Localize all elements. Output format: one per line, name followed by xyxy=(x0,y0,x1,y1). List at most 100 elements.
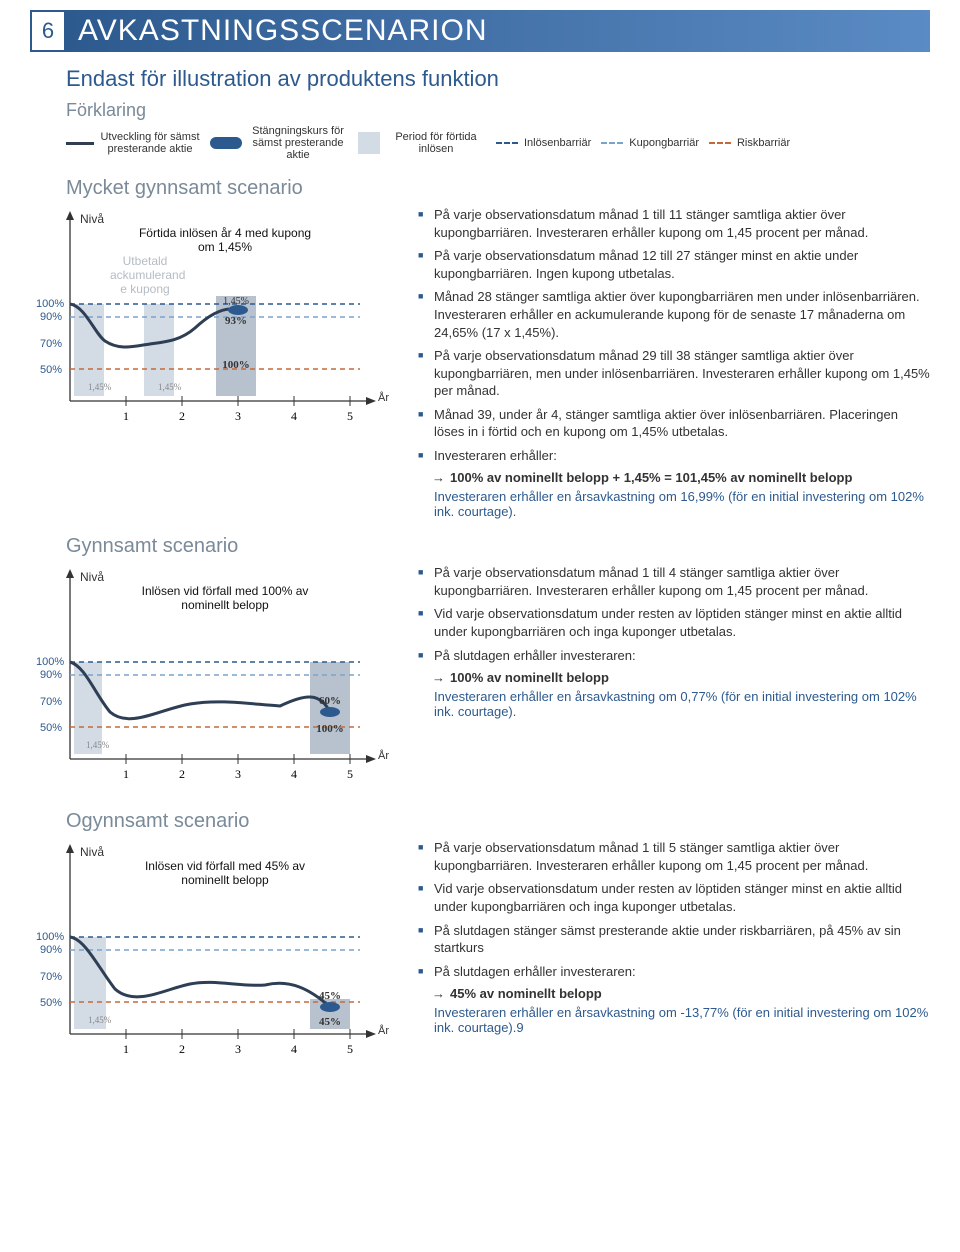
svg-text:1: 1 xyxy=(123,1042,129,1056)
legend-inlosen-text: Inlösenbarriär xyxy=(524,137,591,149)
svg-text:1,45%: 1,45% xyxy=(88,382,112,392)
scenario1-note: Förtida inlösen år 4 med kupong om 1,45% xyxy=(130,226,320,254)
bullet: På varje observationsdatum månad 1 till … xyxy=(418,564,930,599)
legend-inlosen-icon xyxy=(496,142,518,144)
axis-ar: År xyxy=(378,1025,389,1037)
bullet: Investeraren erhåller: xyxy=(418,447,930,465)
legend-box-item: Period för förtida inlösen xyxy=(358,131,486,155)
scenario2-return: Investeraren erhåller en årsavkastning o… xyxy=(418,689,930,719)
legend-block: Förklaring Utveckling för sämst prestera… xyxy=(66,100,930,161)
bullet: På varje observationsdatum månad 12 till… xyxy=(418,247,930,282)
axis-y90: 90% xyxy=(40,311,62,323)
svg-text:60%: 60% xyxy=(319,695,341,707)
scenario2-note: Inlösen vid förfall med 100% av nominell… xyxy=(130,584,320,612)
svg-text:3: 3 xyxy=(235,767,241,781)
bullet: På varje observationsdatum månad 1 till … xyxy=(418,206,930,241)
svg-text:100%: 100% xyxy=(222,359,250,371)
scenario1-label: Mycket gynnsamt scenario xyxy=(66,177,930,200)
scenario3-note: Inlösen vid förfall med 45% av nominellt… xyxy=(130,859,320,887)
svg-text:4: 4 xyxy=(291,1042,297,1056)
svg-text:1,45%: 1,45% xyxy=(223,296,249,307)
axis-y100: 100% xyxy=(36,931,64,943)
axis-niva: Nivå xyxy=(80,570,104,584)
svg-text:2: 2 xyxy=(179,767,185,781)
bullet: Vid varje observationsdatum under resten… xyxy=(418,605,930,640)
svg-text:3: 3 xyxy=(235,409,241,423)
bullet: På varje observationsdatum månad 29 till… xyxy=(418,347,930,400)
axis-y90: 90% xyxy=(40,669,62,681)
svg-text:2: 2 xyxy=(179,409,185,423)
subtitle: Endast för illustration av produktens fu… xyxy=(66,66,930,92)
svg-text:3: 3 xyxy=(235,1042,241,1056)
axis-y70: 70% xyxy=(40,696,62,708)
legend-inlosen-item: Inlösenbarriär xyxy=(496,137,591,149)
svg-text:93%: 93% xyxy=(225,315,247,327)
legend-line-icon xyxy=(66,142,94,145)
legend-risk-text: Riskbarriär xyxy=(737,137,790,149)
legend-box-icon xyxy=(358,132,380,154)
svg-text:45%: 45% xyxy=(319,1016,341,1028)
scenario2-chart: 1 2 3 4 5 60% 100% 1,45% Nivå 100% 90% 7… xyxy=(30,564,400,794)
scenario3-arrow: 45% av nominellt belopp xyxy=(418,986,930,1001)
axis-niva: Nivå xyxy=(80,212,104,226)
svg-text:100%: 100% xyxy=(316,723,344,735)
svg-text:2: 2 xyxy=(179,1042,185,1056)
scenario2-block: 1 2 3 4 5 60% 100% 1,45% Nivå 100% 90% 7… xyxy=(30,564,930,794)
svg-text:1: 1 xyxy=(123,409,129,423)
legend-kupong-item: Kupongbarriär xyxy=(601,137,699,149)
scenario1-utbetald: Utbetald ackumulerand e kupong xyxy=(110,254,180,296)
scenario1-chart: 1 2 3 4 5 1,45% 93% 100% 1,45% 1,45% Niv… xyxy=(30,206,400,436)
bullet: På varje observationsdatum månad 1 till … xyxy=(418,839,930,874)
legend-line-text: Utveckling för sämst presterande aktie xyxy=(100,131,200,155)
axis-y70: 70% xyxy=(40,971,62,983)
bullet: På slutdagen stänger sämst presterande a… xyxy=(418,922,930,957)
scenario3-block: 1 2 3 4 5 45% 45% 1,45% Nivå 100% 90% 70… xyxy=(30,839,930,1069)
svg-text:5: 5 xyxy=(347,1042,353,1056)
legend-risk-item: Riskbarriär xyxy=(709,137,790,149)
svg-text:1,45%: 1,45% xyxy=(86,740,110,750)
scenario1-return: Investeraren erhåller en årsavkastning o… xyxy=(418,489,930,519)
page-number: 6 xyxy=(30,10,66,52)
legend-title: Förklaring xyxy=(66,100,930,121)
axis-y70: 70% xyxy=(40,338,62,350)
axis-y100: 100% xyxy=(36,656,64,668)
scenario3-chart: 1 2 3 4 5 45% 45% 1,45% Nivå 100% 90% 70… xyxy=(30,839,400,1069)
legend-oval-item: Stängningskurs för sämst presterande akt… xyxy=(210,125,348,161)
svg-text:1,45%: 1,45% xyxy=(88,1015,112,1025)
bullet: Månad 28 stänger samtliga aktier över ku… xyxy=(418,288,930,341)
scenario3-bullets: På varje observationsdatum månad 1 till … xyxy=(418,839,930,980)
svg-text:4: 4 xyxy=(291,767,297,781)
bullet: På slutdagen erhåller investeraren: xyxy=(418,647,930,665)
axis-y50: 50% xyxy=(40,364,62,376)
axis-y50: 50% xyxy=(40,997,62,1009)
axis-y50: 50% xyxy=(40,722,62,734)
bullet: Vid varje observationsdatum under resten… xyxy=(418,880,930,915)
legend-kupong-text: Kupongbarriär xyxy=(629,137,699,149)
axis-ar: År xyxy=(378,392,389,404)
legend-oval-icon xyxy=(210,137,242,149)
bullet: På slutdagen erhåller investeraren: xyxy=(418,963,930,981)
scenario3-label: Ogynnsamt scenario xyxy=(66,810,930,833)
scenario1-arrow: 100% av nominellt belopp + 1,45% = 101,4… xyxy=(418,470,930,485)
legend-oval-text: Stängningskurs för sämst presterande akt… xyxy=(248,125,348,161)
axis-niva: Nivå xyxy=(80,845,104,859)
scenario2-bullets: På varje observationsdatum månad 1 till … xyxy=(418,564,930,664)
page-header: 6 AVKASTNINGSSCENARION xyxy=(30,10,930,52)
svg-text:45%: 45% xyxy=(319,990,341,1002)
svg-text:5: 5 xyxy=(347,767,353,781)
bullet: Månad 39, under år 4, stänger samtliga a… xyxy=(418,406,930,441)
page-title: AVKASTNINGSSCENARION xyxy=(66,10,930,52)
svg-text:1,45%: 1,45% xyxy=(158,382,182,392)
legend-kupong-icon xyxy=(601,142,623,144)
svg-text:1: 1 xyxy=(123,767,129,781)
svg-text:5: 5 xyxy=(347,409,353,423)
svg-text:4: 4 xyxy=(291,409,297,423)
axis-ar: År xyxy=(378,750,389,762)
axis-y100: 100% xyxy=(36,298,64,310)
legend-line-item: Utveckling för sämst presterande aktie xyxy=(66,131,200,155)
axis-y90: 90% xyxy=(40,944,62,956)
legend-box-text: Period för förtida inlösen xyxy=(386,131,486,155)
scenario2-label: Gynnsamt scenario xyxy=(66,535,930,558)
scenario1-bullets: På varje observationsdatum månad 1 till … xyxy=(418,206,930,464)
scenario2-arrow: 100% av nominellt belopp xyxy=(418,670,930,685)
